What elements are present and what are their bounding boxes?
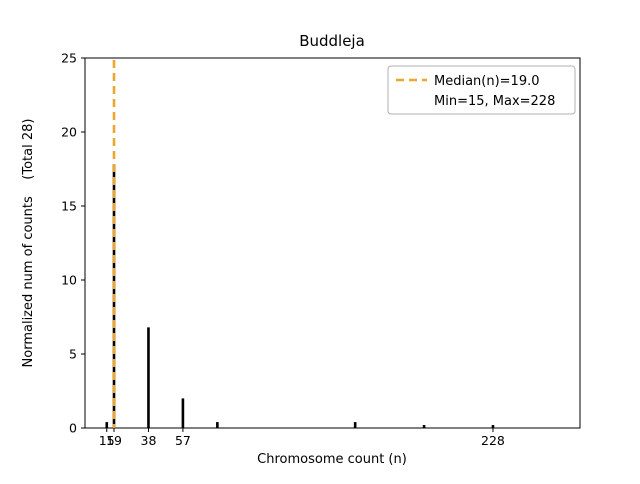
y-axis-label: Normalized num of counts (Total 28) xyxy=(21,119,36,368)
chart-title: Buddleja xyxy=(299,32,365,50)
bar xyxy=(422,425,426,428)
bar xyxy=(216,422,219,428)
x-tick-label: 57 xyxy=(175,433,191,448)
bar xyxy=(105,422,109,428)
x-tick-label: 38 xyxy=(141,433,157,448)
y-tick-label: 25 xyxy=(61,51,77,66)
y-tick-label: 15 xyxy=(61,199,77,214)
legend: Median(n)=19.0 Min=15, Max=228 xyxy=(387,65,576,115)
x-axis-label: Chromosome count (n) xyxy=(257,452,407,467)
y-tick-label: 5 xyxy=(69,347,77,362)
legend-box xyxy=(387,65,576,115)
x-tick-label: 228 xyxy=(481,433,505,448)
bar xyxy=(147,327,150,428)
x-tick-label: 15 xyxy=(99,433,115,448)
bar xyxy=(491,425,495,428)
legend-entry-median: Median(n)=19.0 xyxy=(434,74,540,89)
legend-entry-minmax: Min=15, Max=228 xyxy=(434,94,555,109)
y-tick-label: 0 xyxy=(69,421,77,436)
y-tick-label: 10 xyxy=(61,273,77,288)
bar xyxy=(181,398,185,428)
bar xyxy=(353,422,357,428)
y-tick-label: 20 xyxy=(61,125,77,140)
plot-area xyxy=(84,57,581,429)
x-tick-label: 19 xyxy=(106,433,122,448)
